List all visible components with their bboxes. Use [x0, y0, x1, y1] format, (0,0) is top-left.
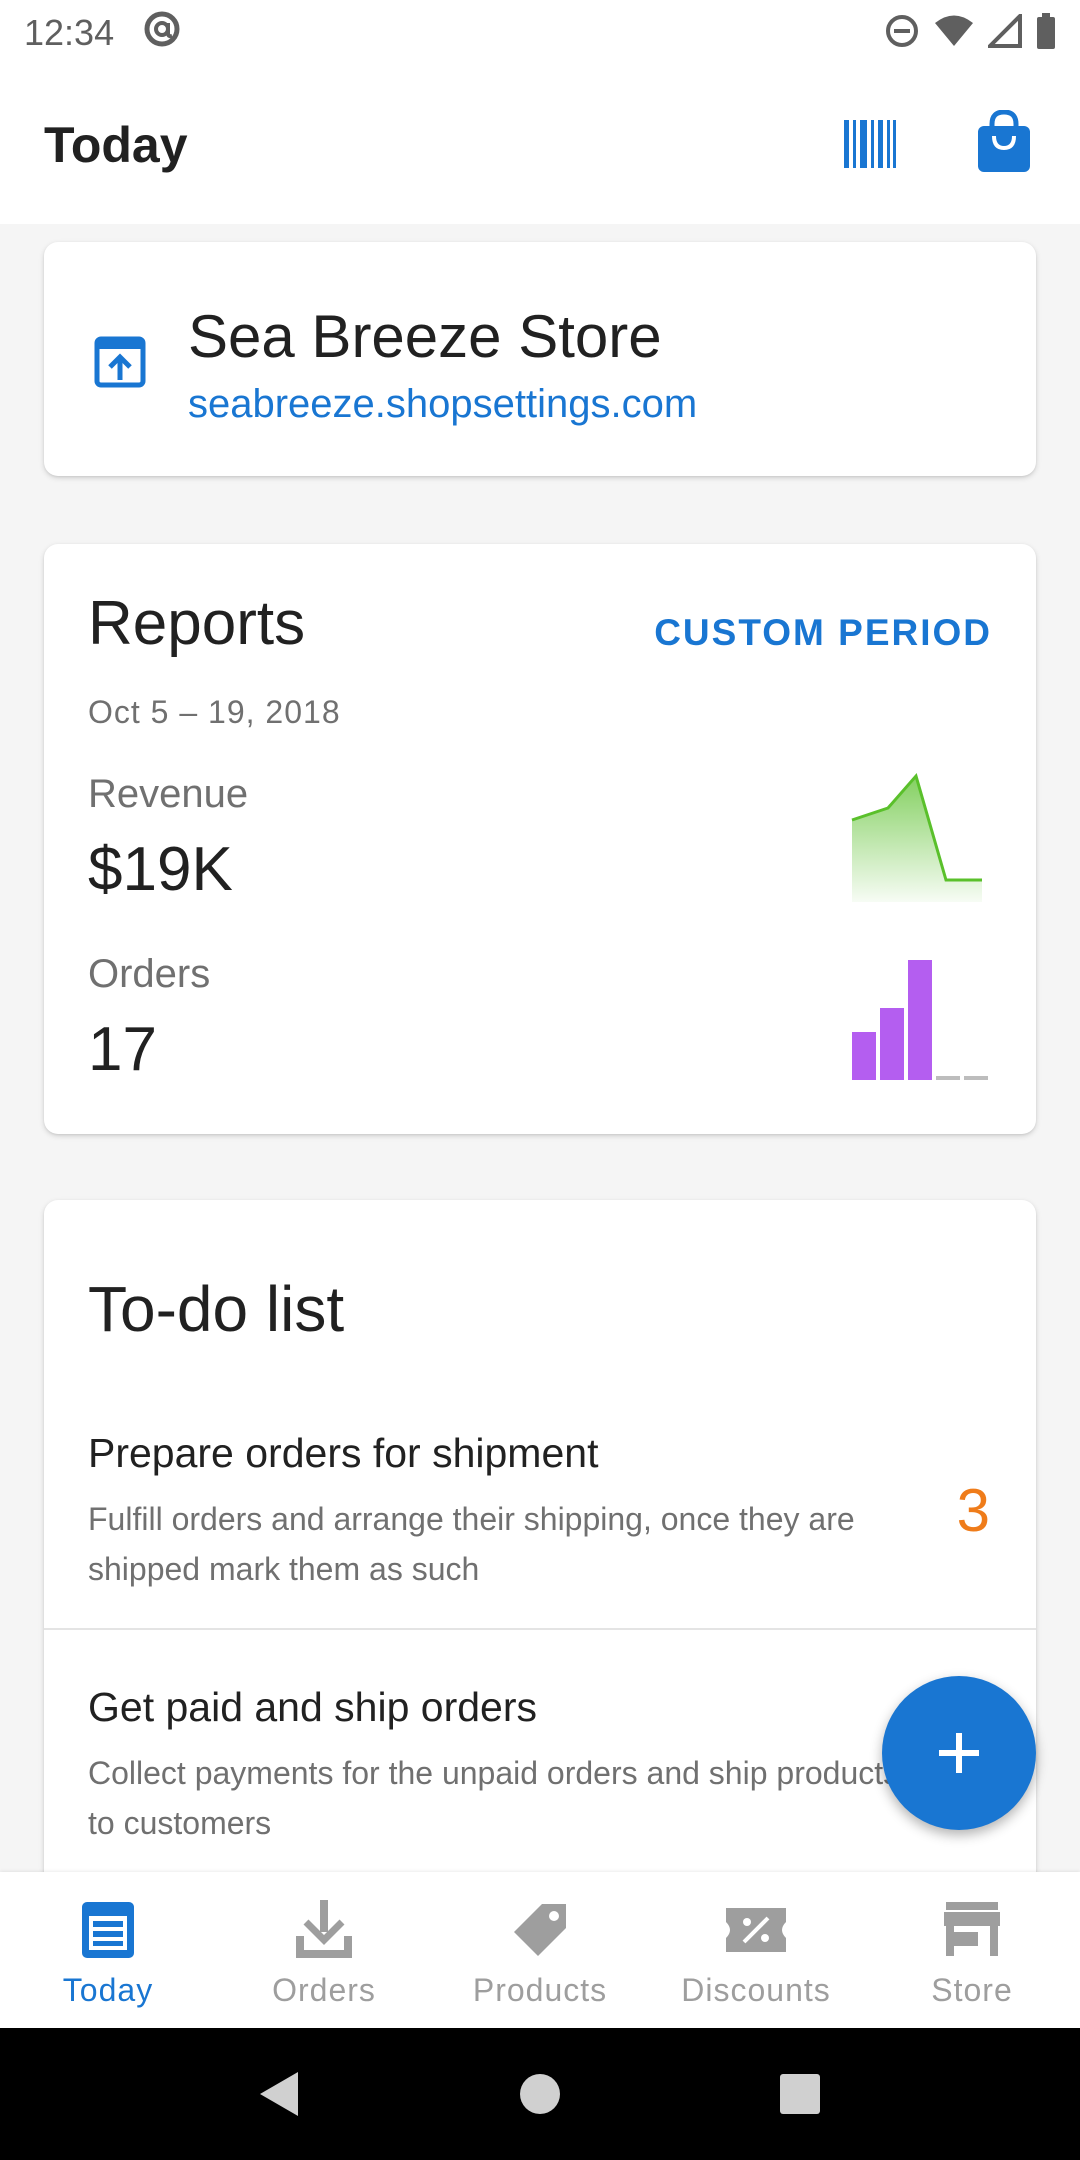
- todo-card: To-do list Prepare orders for shipment F…: [44, 1200, 1036, 1960]
- bottom-navigation: Today Orders Products Discounts: [0, 1872, 1080, 2028]
- store-url-link[interactable]: seabreeze.shopsettings.com: [188, 382, 698, 426]
- shopping-bag-button[interactable]: [976, 109, 1032, 174]
- do-not-disturb-icon: [884, 13, 920, 54]
- revenue-value: $19K: [88, 835, 233, 904]
- signal-icon: [985, 10, 1022, 53]
- reports-card: Reports CUSTOM PERIOD Oct 5 – 19, 2018 R…: [44, 544, 1036, 1134]
- add-fab-button[interactable]: [882, 1676, 1036, 1830]
- store-icon: [944, 1902, 1000, 1956]
- page-title: Today: [44, 117, 188, 173]
- nav-label: Discounts: [681, 1972, 831, 2008]
- today-icon: [82, 1902, 134, 1958]
- todo-item-title: Prepare orders for shipment: [88, 1430, 599, 1476]
- todo-item-description: Collect payments for the unpaid orders a…: [88, 1755, 900, 1841]
- app-bar: Today: [0, 66, 1080, 224]
- battery-icon: [1036, 12, 1056, 54]
- barcode-scan-button[interactable]: [842, 116, 898, 172]
- wifi-icon: [934, 14, 974, 53]
- orders-bar-sparkline: [852, 960, 988, 1080]
- recents-icon[interactable]: [778, 2072, 822, 2116]
- back-icon[interactable]: [258, 2070, 302, 2118]
- custom-period-button[interactable]: CUSTOM PERIOD: [654, 612, 992, 653]
- revenue-sparkline: [851, 772, 982, 902]
- nav-item-discounts[interactable]: Discounts: [648, 1872, 864, 2028]
- todo-title: To-do list: [88, 1273, 345, 1345]
- reports-date-range: Oct 5 – 19, 2018: [88, 694, 341, 730]
- discount-icon: [726, 1908, 786, 1952]
- nav-label: Products: [472, 1972, 608, 2008]
- download-icon: [296, 1900, 352, 1958]
- todo-item-get-paid[interactable]: Get paid and ship orders Collect payment…: [44, 1684, 1036, 1884]
- orders-label: Orders: [88, 952, 211, 996]
- store-name: Sea Breeze Store: [188, 303, 662, 370]
- store-card[interactable]: Sea Breeze Store seabreeze.shopsettings.…: [44, 242, 1036, 476]
- nav-item-store[interactable]: Store: [864, 1872, 1080, 2028]
- tag-icon: [514, 1904, 566, 1956]
- nav-label: Orders: [272, 1972, 376, 2008]
- home-icon[interactable]: [518, 2072, 562, 2116]
- orders-value: 17: [88, 1015, 157, 1084]
- revenue-label: Revenue: [88, 772, 249, 816]
- todo-item-title: Get paid and ship orders: [88, 1684, 537, 1730]
- nav-item-today[interactable]: Today: [0, 1872, 216, 2028]
- todo-item-count: 3: [956, 1477, 990, 1544]
- nav-item-products[interactable]: Products: [432, 1872, 648, 2028]
- open-in-new-icon: [94, 336, 146, 388]
- barcode-icon: [844, 120, 896, 168]
- status-time: 12:34: [24, 12, 115, 53]
- nav-label: Today: [62, 1972, 154, 2008]
- status-bar: 12:34: [0, 0, 1080, 66]
- plus-icon: [939, 1733, 979, 1773]
- todo-item-description: Fulfill orders and arrange their shippin…: [88, 1501, 855, 1587]
- system-navigation-bar: [0, 2028, 1080, 2160]
- todo-item-prepare-orders[interactable]: Prepare orders for shipment Fulfill orde…: [44, 1430, 1036, 1630]
- notification-icon: [142, 9, 182, 58]
- nav-item-orders[interactable]: Orders: [216, 1872, 432, 2028]
- shopping-bag-icon: [978, 109, 1030, 172]
- nav-label: Store: [931, 1972, 1013, 2008]
- reports-title: Reports: [88, 589, 306, 658]
